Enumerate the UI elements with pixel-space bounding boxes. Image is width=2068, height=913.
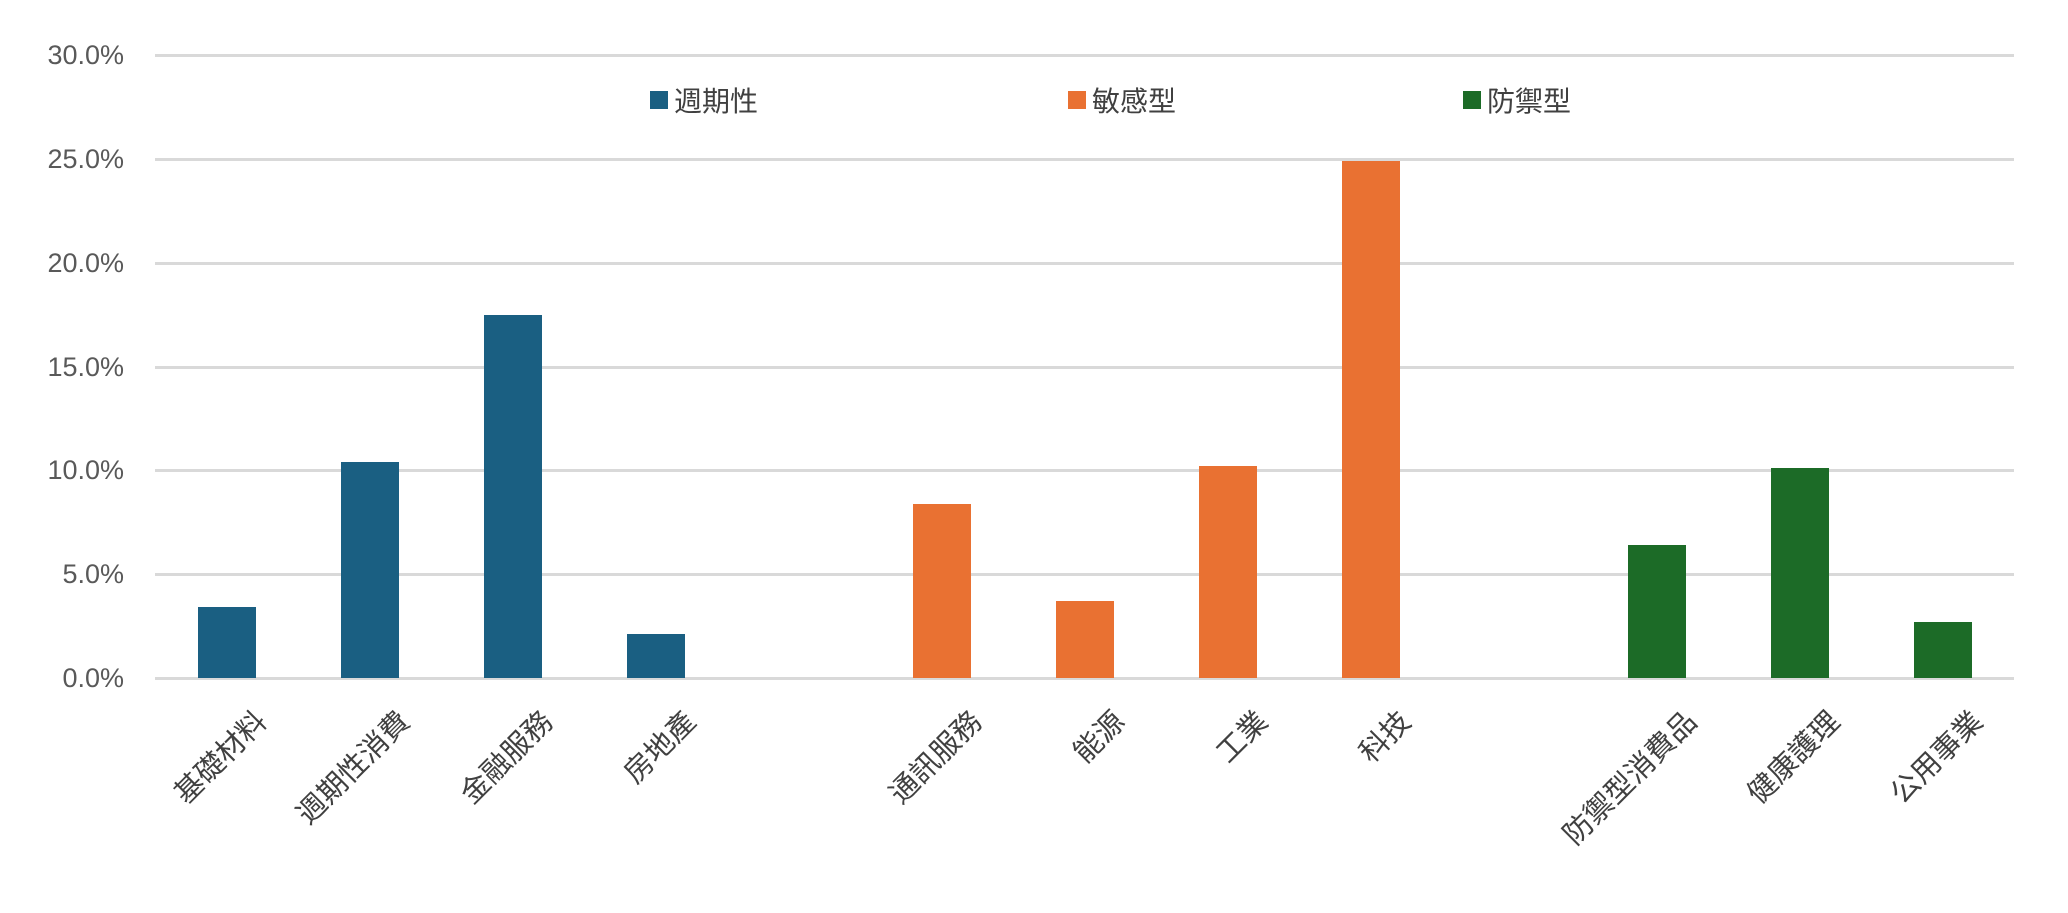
legend-swatch-icon <box>1068 91 1086 109</box>
y-tick-label: 5.0% <box>62 559 124 590</box>
bar <box>1341 161 1400 678</box>
bar <box>1055 601 1114 678</box>
gridline <box>155 54 2014 58</box>
y-tick-label: 15.0% <box>47 351 124 382</box>
x-tick-label: 防禦型消費品 <box>1555 704 1703 852</box>
x-tick-label: 科技 <box>1351 704 1417 770</box>
bar <box>626 634 685 678</box>
bar <box>1198 466 1257 678</box>
gridline <box>155 158 2014 161</box>
x-tick-label: 能源 <box>1065 704 1131 770</box>
y-tick-label: 30.0% <box>47 40 124 71</box>
gridline <box>155 573 2014 577</box>
legend-swatch-icon <box>650 91 668 109</box>
legend-label: 週期性 <box>674 85 759 118</box>
bar <box>340 462 399 678</box>
x-tick-label: 通訊服務 <box>881 704 988 811</box>
gridline <box>155 677 2014 680</box>
x-tick-label: 公用事業 <box>1882 704 1989 811</box>
x-tick-label: 基礎材料 <box>166 704 273 811</box>
x-tick-label: 工業 <box>1208 704 1274 770</box>
legend-item: 週期性 <box>650 80 758 120</box>
x-tick-label: 週期性消費 <box>289 704 416 831</box>
y-tick-label: 25.0% <box>47 144 124 174</box>
y-tick-label: 0.0% <box>62 663 124 693</box>
y-tick-label: 20.0% <box>47 247 124 278</box>
legend-swatch-icon <box>1463 91 1481 109</box>
y-tick-label: 10.0% <box>47 455 124 486</box>
bar <box>912 503 971 678</box>
legend-item: 防禦型 <box>1463 80 1571 120</box>
bar <box>1913 621 1972 678</box>
legend-label: 敏感型 <box>1092 85 1177 118</box>
gridline <box>155 261 2014 265</box>
legend-label: 防禦型 <box>1487 85 1572 118</box>
legend-item: 敏感型 <box>1068 80 1176 120</box>
gridline <box>155 365 2014 369</box>
bar <box>197 607 256 678</box>
bar <box>1627 545 1686 678</box>
x-tick-label: 房地產 <box>616 704 702 790</box>
x-tick-label: 金融服務 <box>452 704 559 811</box>
bar <box>1770 468 1829 678</box>
gridline <box>155 469 2014 473</box>
bar <box>483 314 542 678</box>
x-tick-label: 健康護理 <box>1739 704 1846 811</box>
